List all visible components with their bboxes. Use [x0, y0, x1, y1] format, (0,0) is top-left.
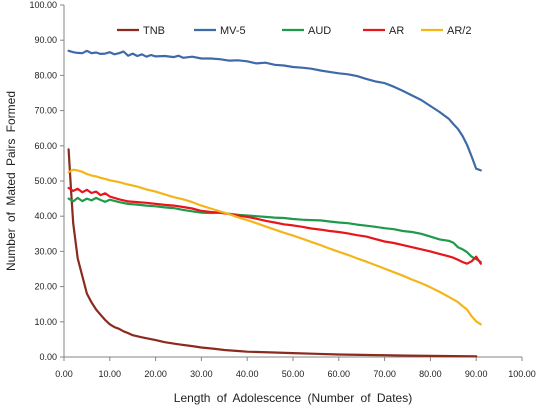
- x-tick-label: 90.00: [465, 369, 488, 379]
- x-tick-label: 40.00: [236, 369, 259, 379]
- x-axis-title: Length of Adolescence (Number of Dates): [174, 391, 412, 405]
- series-lines: [67, 49, 482, 358]
- x-tick-label: 20.00: [144, 369, 167, 379]
- y-tick-label: 90.00: [34, 35, 57, 45]
- legend-label-aud: AUD: [308, 25, 331, 37]
- y-tick-label: 20.00: [34, 282, 57, 292]
- legend-label-mv-5: MV-5: [220, 25, 246, 37]
- y-tick-label: 80.00: [34, 70, 57, 80]
- y-tick-label: 30.00: [34, 246, 57, 256]
- series-line-ar-2: [67, 168, 482, 326]
- y-tick-label: 10.00: [34, 317, 57, 327]
- y-axis-title: Number of Mated Pairs Formed: [4, 91, 18, 271]
- y-tick-label: 100.00: [29, 0, 57, 10]
- series-line-mv-5: [67, 49, 482, 172]
- chart-legend: TNB MV-5 AUD AR AR/2: [117, 25, 471, 37]
- x-tick-label: 0.00: [55, 369, 73, 379]
- series-line-tnb: [67, 148, 478, 358]
- x-tick-label: 80.00: [419, 369, 442, 379]
- x-tick-label: 50.00: [282, 369, 305, 379]
- x-tick-label: 100.00: [508, 369, 536, 379]
- y-tick-label: 40.00: [34, 211, 57, 221]
- x-tick-label: 30.00: [190, 369, 213, 379]
- y-tick-label: 60.00: [34, 141, 57, 151]
- chart-axes: 0.00 10.00 20.00 30.00 40.00 50.00 60.00 70.00 8…: [29, 0, 535, 379]
- legend-label-ar: AR: [389, 25, 404, 37]
- y-tick-label: 70.00: [34, 106, 57, 116]
- x-tick-label: 70.00: [373, 369, 396, 379]
- legend-label-tnb: TNB: [143, 25, 165, 37]
- y-tick-label: 50.00: [34, 176, 57, 186]
- series-line-ar: [67, 186, 482, 265]
- series-line-aud: [67, 196, 482, 264]
- x-tick-label: 10.00: [99, 369, 122, 379]
- x-tick-label: 60.00: [328, 369, 351, 379]
- y-tick-label: 0.00: [39, 352, 57, 362]
- legend-label-ar-2: AR/2: [447, 25, 471, 37]
